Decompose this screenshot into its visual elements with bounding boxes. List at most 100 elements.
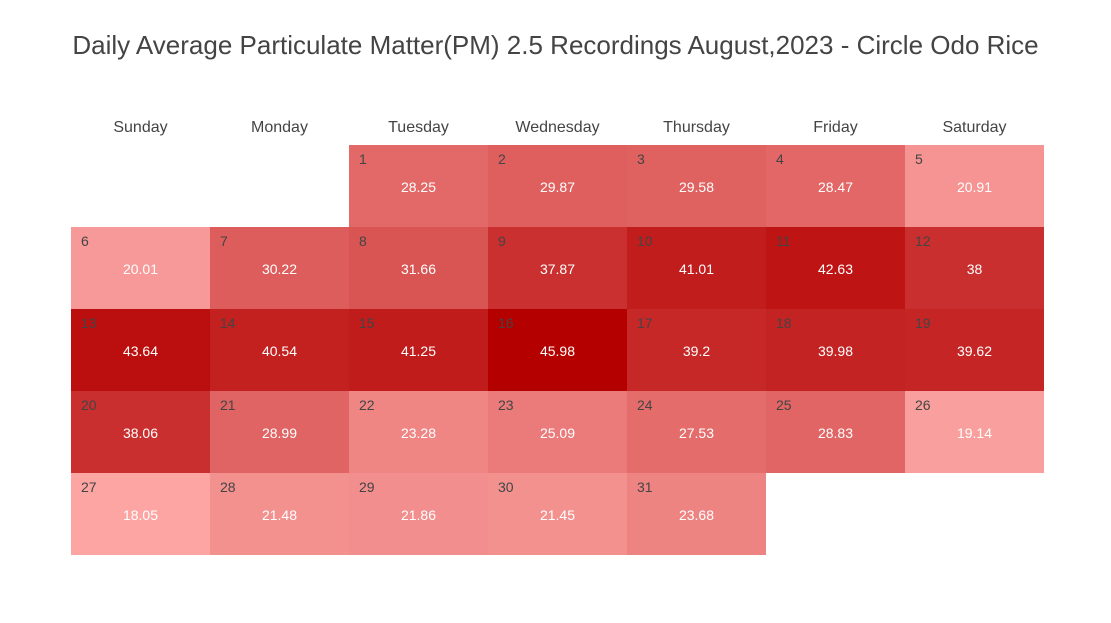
day-cell-5[interactable]: 520.91 <box>905 145 1044 227</box>
day-cell-6[interactable]: 620.01 <box>71 227 210 309</box>
day-cell-19[interactable]: 19 39.62 <box>905 309 1044 391</box>
day-number: 13 <box>81 315 97 331</box>
day-cell-8[interactable]: 831.66 <box>349 227 488 309</box>
day-cell-rect <box>627 227 766 309</box>
day-value-label: 42.63 <box>818 261 853 277</box>
weekday-label-sunday: Sunday <box>113 119 167 136</box>
day-number: 18 <box>776 315 792 331</box>
day-number: 1 <box>359 151 367 167</box>
day-cell-31[interactable]: 31 23.68 <box>627 473 766 555</box>
day-number: 30 <box>498 479 514 495</box>
day-value-label: 45.98 <box>540 343 575 359</box>
day-cell-rect <box>71 391 210 473</box>
day-number: 26 <box>915 397 931 413</box>
day-cell-4[interactable]: 428.47 <box>766 145 905 227</box>
day-number: 8 <box>359 233 367 249</box>
day-cell-10[interactable]: 10 41.01 <box>627 227 766 309</box>
day-cell-rect <box>71 227 210 309</box>
day-value-label: 39.98 <box>818 343 853 359</box>
day-number: 25 <box>776 397 792 413</box>
day-value-label: 38 <box>967 261 983 277</box>
day-cell-9[interactable]: 937.87 <box>488 227 627 309</box>
day-cell-rect <box>71 309 210 391</box>
day-cell-14[interactable]: 14 40.54 <box>210 309 349 391</box>
day-cell-15[interactable]: 15 41.25 <box>349 309 488 391</box>
day-cell-13[interactable]: 13 43.64 <box>71 309 210 391</box>
day-cell-rect <box>488 145 627 227</box>
day-cell-rect <box>905 309 1044 391</box>
day-value-label: 43.64 <box>123 343 158 359</box>
day-value-label: 21.45 <box>540 507 575 523</box>
day-cell-3[interactable]: 329.58 <box>627 145 766 227</box>
day-cell-18[interactable]: 18 39.98 <box>766 309 905 391</box>
day-cell-1[interactable]: 128.25 <box>349 145 488 227</box>
day-cell-28[interactable]: 28 21.48 <box>210 473 349 555</box>
day-number: 28 <box>220 479 236 495</box>
day-cell-rect <box>627 473 766 555</box>
day-cell-rect <box>488 473 627 555</box>
weekday-label-saturday: Saturday <box>942 119 1006 136</box>
day-cell-24[interactable]: 24 27.53 <box>627 391 766 473</box>
day-number: 7 <box>220 233 228 249</box>
day-number: 31 <box>637 479 653 495</box>
day-cell-11[interactable]: 11 42.63 <box>766 227 905 309</box>
day-number: 15 <box>359 315 375 331</box>
day-cell-rect <box>905 227 1044 309</box>
day-value-label: 39.62 <box>957 343 992 359</box>
day-cell-2[interactable]: 229.87 <box>488 145 627 227</box>
day-cell-26[interactable]: 26 19.14 <box>905 391 1044 473</box>
day-value-label: 31.66 <box>401 261 436 277</box>
day-cell-16[interactable]: 16 45.98 <box>488 309 627 391</box>
weekday-label-friday: Friday <box>813 119 857 136</box>
day-cell-25[interactable]: 25 28.83 <box>766 391 905 473</box>
day-number: 4 <box>776 151 784 167</box>
day-value-label: 28.99 <box>262 425 297 441</box>
day-cell-rect <box>627 309 766 391</box>
day-cell-rect <box>488 309 627 391</box>
day-value-label: 40.54 <box>262 343 297 359</box>
day-cell-22[interactable]: 22 23.28 <box>349 391 488 473</box>
day-cell-rect <box>210 473 349 555</box>
day-number: 11 <box>776 233 791 249</box>
day-value-label: 21.86 <box>401 507 436 523</box>
day-cell-rect <box>210 227 349 309</box>
weekday-label-thursday: Thursday <box>663 119 730 136</box>
day-number: 20 <box>81 397 97 413</box>
day-cell-23[interactable]: 23 25.09 <box>488 391 627 473</box>
day-cell-rect <box>766 309 905 391</box>
day-number: 17 <box>637 315 653 331</box>
day-cell-29[interactable]: 29 21.86 <box>349 473 488 555</box>
day-number: 2 <box>498 151 506 167</box>
day-number: 21 <box>220 397 236 413</box>
day-value-label: 41.01 <box>679 261 714 277</box>
day-cell-20[interactable]: 20 38.06 <box>71 391 210 473</box>
day-number: 29 <box>359 479 375 495</box>
day-value-label: 28.47 <box>818 179 853 195</box>
day-cell-17[interactable]: 17 39.2 <box>627 309 766 391</box>
day-cell-rect <box>210 391 349 473</box>
weekday-label-wednesday: Wednesday <box>515 119 599 136</box>
day-cell-rect <box>766 145 905 227</box>
weekday-label-monday: Monday <box>251 119 308 136</box>
day-value-label: 29.87 <box>540 179 575 195</box>
day-cell-21[interactable]: 21 28.99 <box>210 391 349 473</box>
day-value-label: 29.58 <box>679 179 714 195</box>
day-cell-12[interactable]: 12 38 <box>905 227 1044 309</box>
day-cell-rect <box>349 309 488 391</box>
day-value-label: 28.83 <box>818 425 853 441</box>
weekday-labels: Sunday Monday Tuesday Wednesday Thursday Frid… <box>113 119 1006 136</box>
day-cell-7[interactable]: 730.22 <box>210 227 349 309</box>
day-number: 22 <box>359 397 375 413</box>
day-value-label: 20.01 <box>123 261 158 277</box>
day-value-label: 23.68 <box>679 507 714 523</box>
day-value-label: 20.91 <box>957 179 992 195</box>
day-value-label: 18.05 <box>123 507 158 523</box>
day-cell-30[interactable]: 30 21.45 <box>488 473 627 555</box>
day-number: 14 <box>220 315 236 331</box>
day-cell-rect <box>349 145 488 227</box>
day-cell-rect <box>905 391 1044 473</box>
day-cell-27[interactable]: 27 18.05 <box>71 473 210 555</box>
day-cell-rect <box>210 309 349 391</box>
day-number: 5 <box>915 151 923 167</box>
